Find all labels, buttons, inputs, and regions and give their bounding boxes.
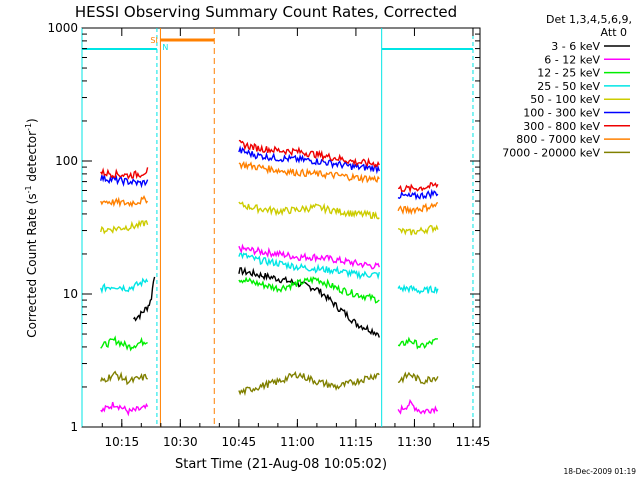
series-line	[397, 283, 439, 295]
series-50-100-kev	[100, 201, 439, 236]
x-tick-label: 11:00	[280, 435, 315, 449]
y-tick-label: 1	[70, 420, 78, 434]
series-300-800-kev	[100, 139, 439, 194]
legend-label: 100 - 300 keV	[523, 107, 600, 120]
y-tick-label: 1000	[47, 21, 78, 35]
series-line	[397, 371, 439, 385]
x-tick-label: 11:30	[397, 435, 432, 449]
series-800-7000-kev	[100, 160, 439, 216]
series-line	[100, 195, 149, 208]
series-12-25-kev	[100, 275, 438, 352]
legend-header-detectors: Det 1,3,4,5,6,9,	[546, 13, 632, 26]
y-tick-label: 10	[63, 287, 78, 301]
series-line	[100, 219, 149, 235]
series-line	[397, 182, 439, 194]
series-line	[133, 276, 156, 322]
flag-label: SI	[150, 36, 157, 45]
flag-layer: SI N	[150, 36, 168, 52]
x-axis-label: Start Time (21-Aug-08 10:05:02)	[175, 457, 387, 472]
series-line	[238, 275, 380, 304]
series-line	[238, 201, 380, 220]
series-line	[397, 201, 439, 216]
flag-label: N	[162, 43, 168, 52]
series-line	[238, 160, 380, 184]
chart-title: HESSI Observing Summary Count Rates, Cor…	[75, 3, 457, 21]
series-line	[238, 145, 380, 175]
x-tick-label: 10:45	[222, 435, 257, 449]
series-line	[100, 370, 149, 386]
legend-label: 12 - 25 keV	[537, 67, 600, 80]
legend-label: 300 - 800 keV	[523, 120, 600, 133]
series-line	[238, 266, 380, 338]
y-axis-label: Corrected Count Rate (s-1 detector-1)	[24, 118, 39, 337]
series-line	[238, 243, 380, 270]
x-tick-label: 10:30	[163, 435, 198, 449]
series-6-12-kev	[100, 243, 439, 417]
legend-label: 6 - 12 keV	[544, 53, 600, 66]
legend-label: 50 - 100 keV	[530, 93, 600, 106]
legend-label: 25 - 50 keV	[537, 80, 600, 93]
series-line	[397, 224, 439, 236]
timestamp: 18-Dec-2009 01:19	[563, 467, 636, 476]
observing-bands	[81, 28, 474, 427]
x-tick-label: 11:15	[339, 435, 374, 449]
series-line	[397, 336, 438, 350]
series-layer	[100, 139, 439, 417]
series-7000-20000-kev	[100, 370, 439, 397]
series-100-300-kev	[100, 145, 439, 201]
plot-frame	[81, 27, 481, 428]
series-line	[238, 370, 380, 397]
series-line	[397, 188, 439, 201]
x-tick-label: 11:45	[456, 435, 491, 449]
series-line	[100, 401, 149, 417]
legend-label: 7000 - 20000 keV	[502, 146, 600, 159]
series-line	[238, 252, 380, 281]
series-line	[100, 335, 148, 352]
legend-label: 3 - 6 keV	[551, 40, 600, 53]
y-tick-label: 100	[55, 154, 78, 168]
series-25-50-kev	[100, 252, 439, 295]
legend-label: 800 - 7000 keV	[516, 133, 600, 146]
series-line	[397, 398, 439, 415]
series-line	[238, 139, 380, 169]
series-3-6-kev	[133, 266, 380, 338]
x-tick-label: 10:15	[105, 435, 140, 449]
legend-header-attenuator: Att 0	[601, 26, 627, 39]
series-line	[100, 277, 149, 295]
series-line	[100, 172, 149, 189]
axis-ticks: 10:15 10:30 10:45 11:00 11:15 11:30 11:45 1 10 10…	[47, 21, 490, 449]
series-line	[100, 167, 149, 180]
